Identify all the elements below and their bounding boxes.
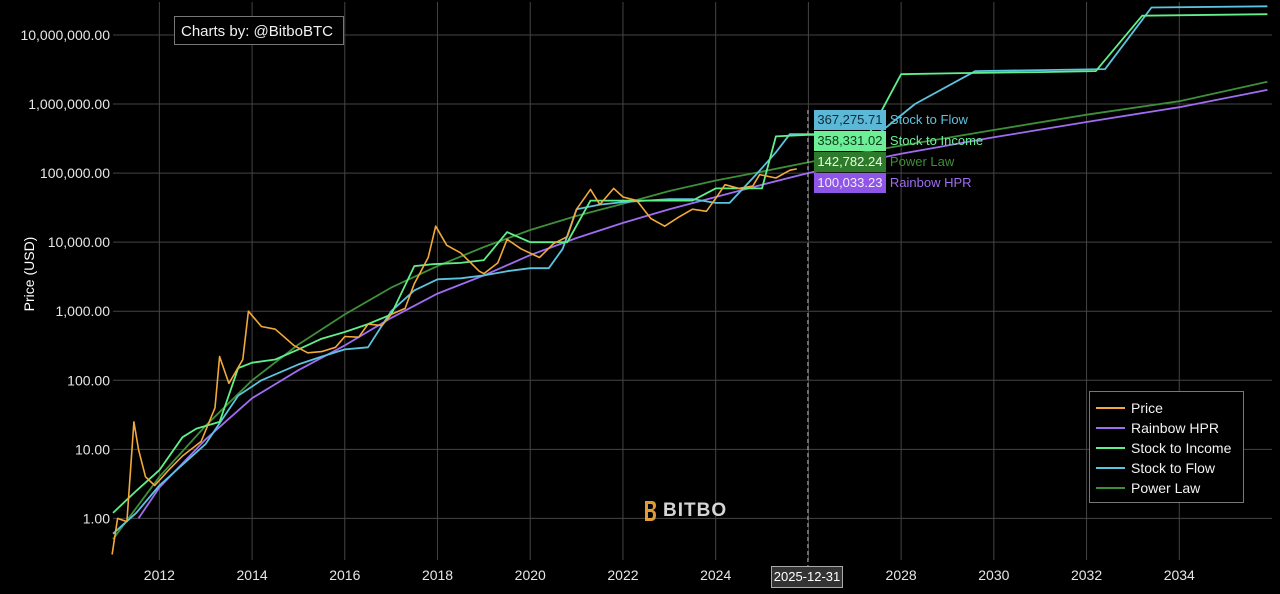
hover-tag-name: Rainbow HPR — [889, 175, 972, 190]
series-line-power-law[interactable] — [112, 80, 1268, 540]
legend: Price Rainbow HPR Stock to Income Stock to … — [1089, 391, 1244, 503]
x-axis: 2012201420162018202020222024202620282030… — [144, 567, 1195, 583]
grid — [113, 2, 1272, 560]
bitbo-logo: BITBO — [643, 500, 727, 522]
y-tick-label: 10,000,000.00 — [20, 27, 110, 43]
hover-tag-value: 367,275.71 — [813, 110, 886, 130]
x-tick-label: 2032 — [1071, 567, 1102, 583]
x-tick-label: 2022 — [607, 567, 638, 583]
y-tick-label: 1,000,000.00 — [28, 96, 110, 112]
legend-item-stock-to-flow[interactable]: Stock to Flow — [1090, 458, 1243, 478]
hover-tag-value: 358,331.02 — [813, 131, 886, 151]
hover-tag-name: Stock to Flow — [889, 112, 968, 127]
legend-swatch — [1096, 447, 1125, 449]
y-tick-label: 10,000.00 — [48, 234, 110, 250]
x-tick-label: 2020 — [515, 567, 546, 583]
y-tick-label: 10.00 — [75, 441, 110, 457]
legend-label: Price — [1131, 400, 1163, 416]
series-line-price[interactable] — [111, 168, 797, 555]
legend-label: Rainbow HPR — [1131, 420, 1219, 436]
y-axis-title: Price (USD) — [21, 237, 37, 312]
legend-item-power-law[interactable]: Power Law — [1090, 478, 1243, 498]
x-tick-label: 2030 — [978, 567, 1009, 583]
y-tick-label: 1,000.00 — [56, 303, 111, 319]
x-tick-label: 2034 — [1164, 567, 1195, 583]
hover-tag-name: Stock to Income — [889, 133, 984, 148]
bitbo-logo-icon — [645, 501, 656, 521]
hover-tag-value: 100,033.23 — [813, 173, 886, 193]
logo-text: BITBO — [663, 500, 728, 521]
x-tick-label: 2014 — [237, 567, 268, 583]
x-tick-label: 2016 — [329, 567, 360, 583]
y-tick-label: 1.00 — [83, 510, 110, 526]
x-tick-label: 2012 — [144, 567, 175, 583]
legend-item-stock-to-income[interactable]: Stock to Income — [1090, 438, 1243, 458]
legend-item-price[interactable]: Price — [1090, 398, 1243, 418]
hover-date-label: 2025-12-31 — [771, 566, 843, 588]
y-tick-label: 100,000.00 — [40, 165, 110, 181]
legend-label: Power Law — [1131, 480, 1201, 496]
y-axis: 1.00 10.00 100.00 1,000.00 10,000.00 100,000.… — [20, 27, 110, 526]
credit-box: Charts by: @BitboBTC — [174, 16, 344, 45]
legend-swatch — [1096, 427, 1125, 429]
x-tick-label: 2018 — [422, 567, 453, 583]
hover-tag-name: Power Law — [889, 154, 955, 169]
series-line-rainbow-hpr[interactable] — [137, 89, 1268, 519]
legend-label: Stock to Flow — [1131, 460, 1216, 476]
legend-swatch — [1096, 467, 1125, 469]
x-tick-label: 2024 — [700, 567, 731, 583]
hover-tag-value: 142,782.24 — [813, 152, 886, 172]
legend-swatch — [1096, 487, 1125, 489]
legend-swatch — [1096, 407, 1125, 409]
x-tick-label: 2028 — [886, 567, 917, 583]
legend-label: Stock to Income — [1131, 440, 1232, 456]
legend-item-rainbow-hpr[interactable]: Rainbow HPR — [1090, 418, 1243, 438]
y-tick-label: 100.00 — [67, 372, 110, 388]
